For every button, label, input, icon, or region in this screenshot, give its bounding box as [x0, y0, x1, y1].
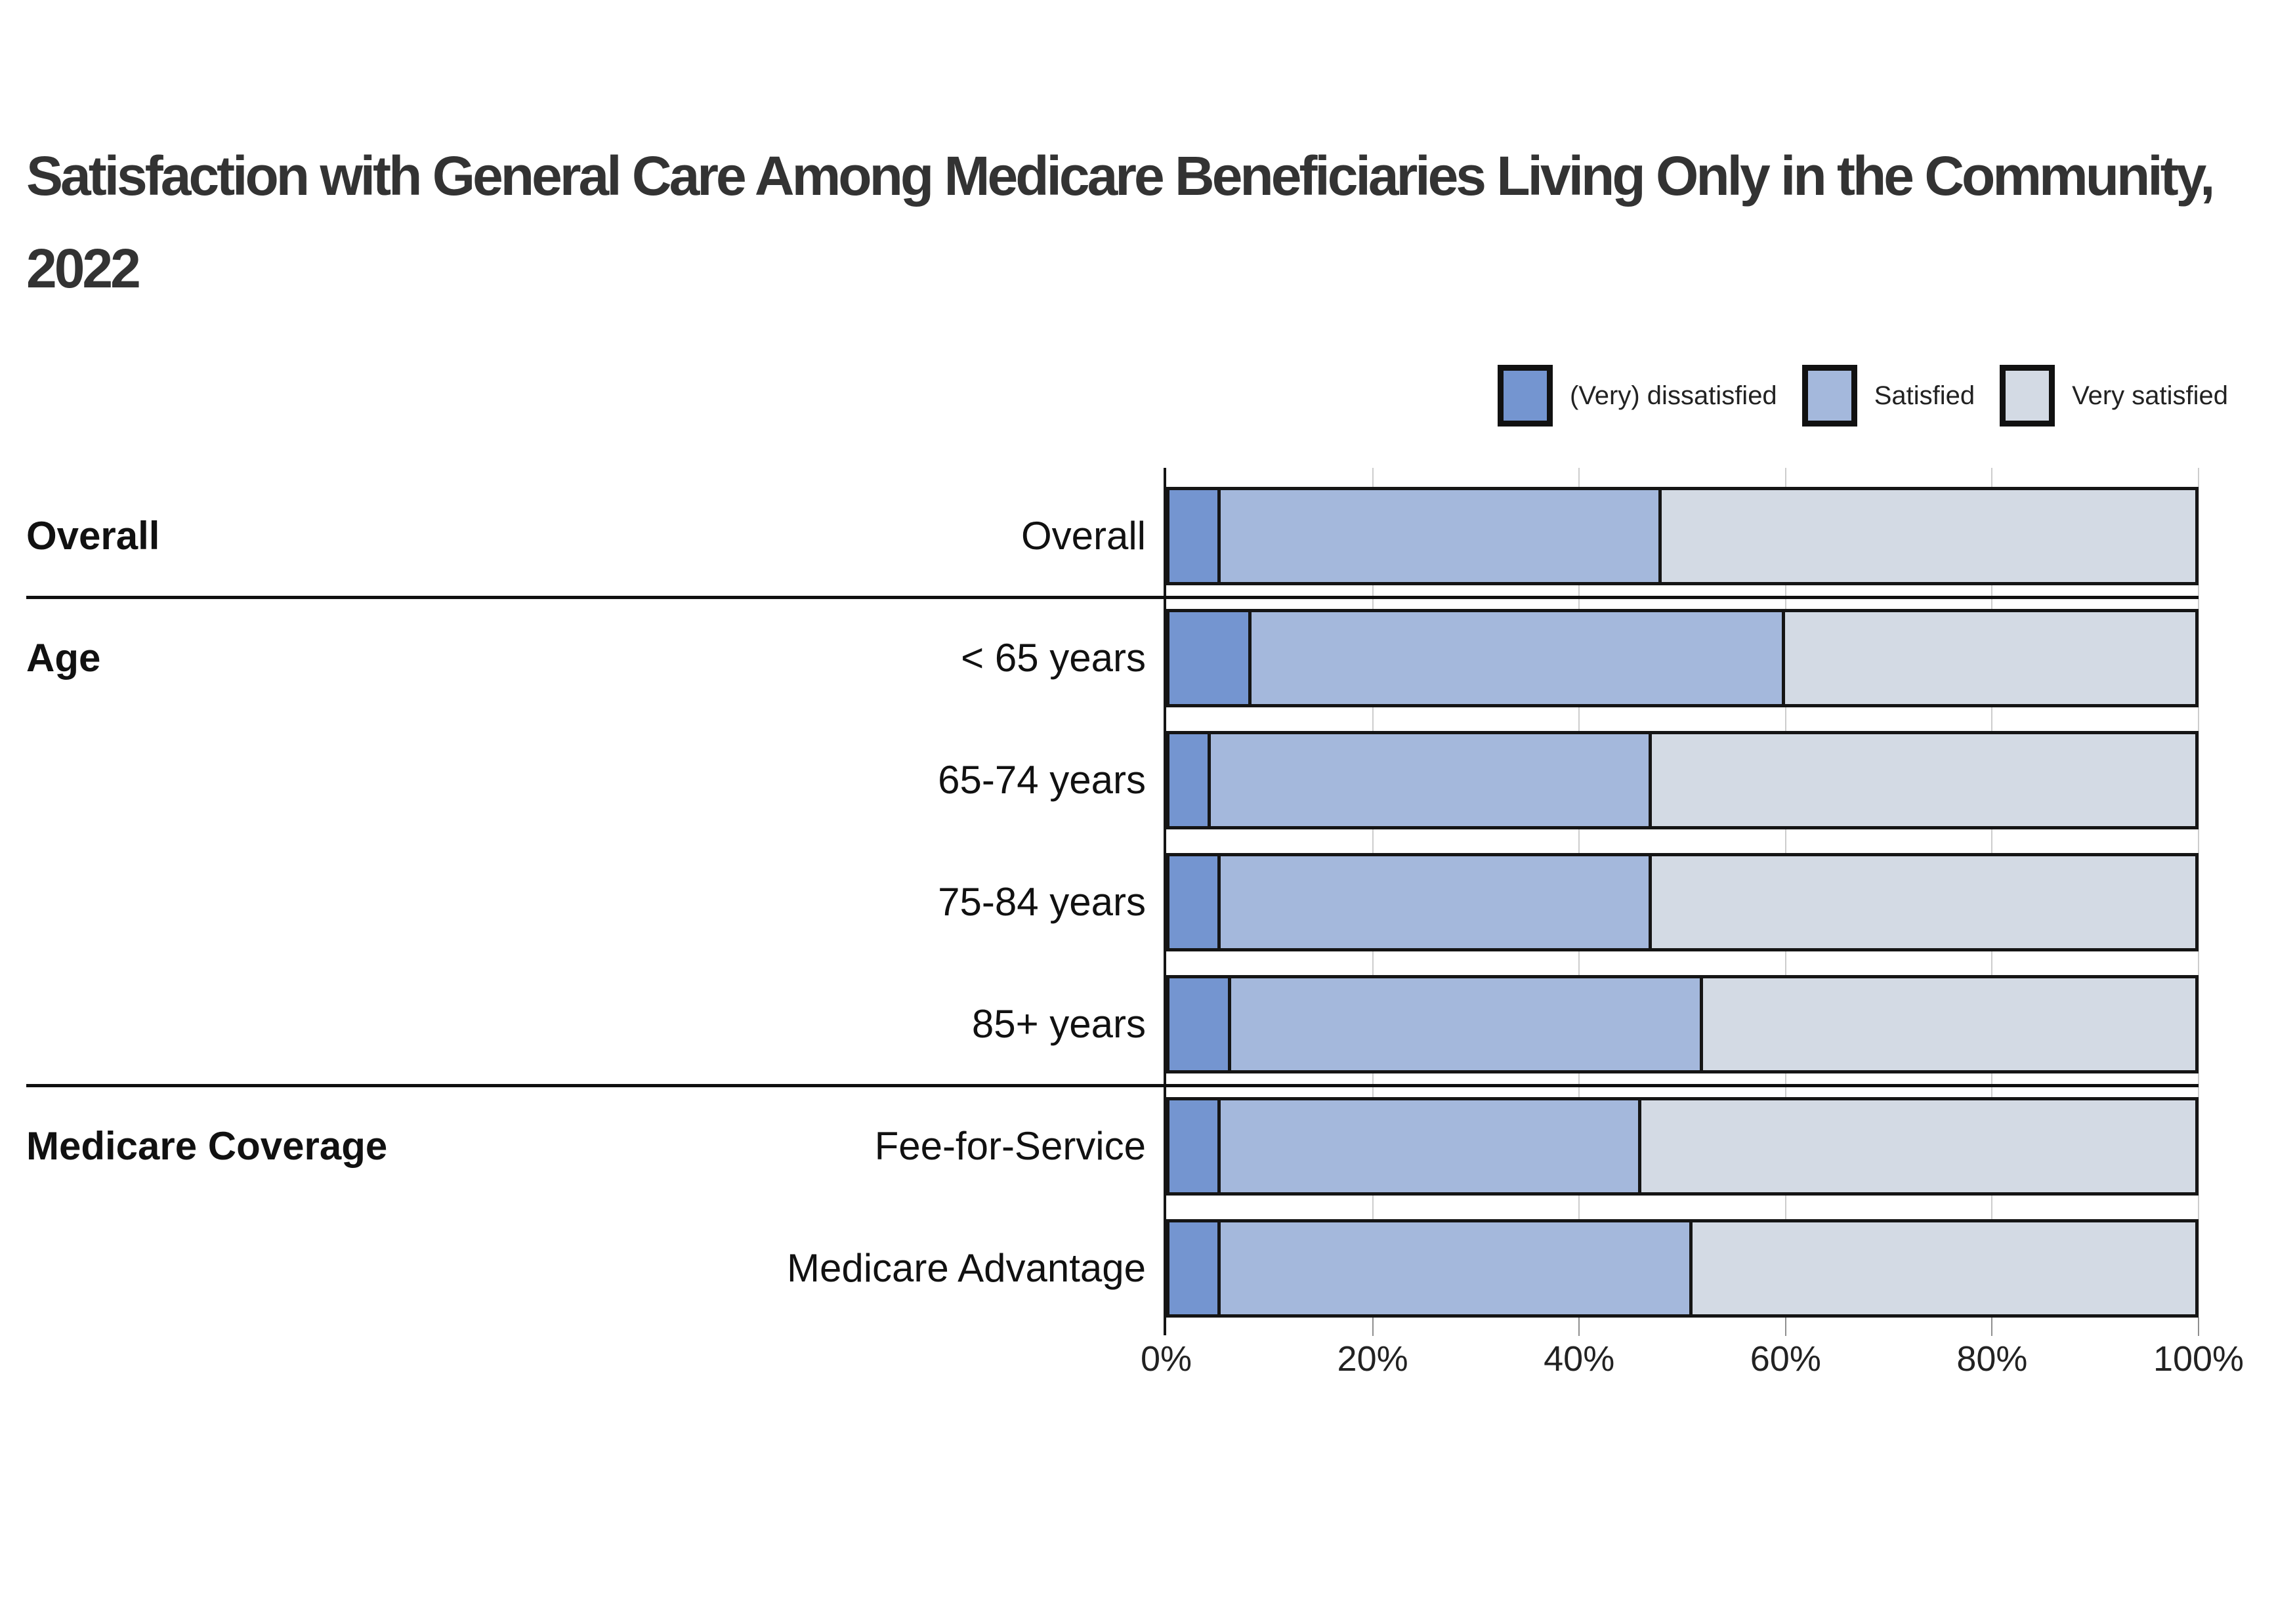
bar-segment-dissatisfied	[1169, 490, 1221, 582]
bar-row	[1166, 1097, 2199, 1196]
bar-segment-very-satisfied	[1784, 612, 2195, 704]
bar-row	[1166, 975, 2199, 1073]
x-tick-60	[1784, 1318, 1786, 1336]
row-label: 75-84 years	[938, 880, 1146, 924]
row-label: 85+ years	[971, 1002, 1146, 1046]
bar-segment-satisfied	[1210, 734, 1652, 826]
bar-segment-very-satisfied	[1651, 734, 2195, 826]
bar-segment-very-satisfied	[1693, 1222, 2195, 1314]
group-label: Medicare Coverage	[26, 1124, 388, 1168]
x-axis-label: 0%	[1140, 1339, 1192, 1379]
bar-segment-dissatisfied	[1169, 612, 1252, 704]
section-separator	[26, 596, 2199, 599]
legend-label-very-satisfied: Very satisfied	[2072, 381, 2228, 410]
row-label: Fee-for-Service	[874, 1124, 1146, 1168]
group-label: Overall	[26, 514, 160, 558]
bar-segment-satisfied	[1221, 490, 1662, 582]
x-axis-label: 40%	[1544, 1339, 1615, 1379]
x-axis-label: 60%	[1750, 1339, 1821, 1379]
bar-segment-very-satisfied	[1651, 856, 2195, 948]
x-axis-label: 80%	[1956, 1339, 2028, 1379]
row-label: 65-74 years	[938, 758, 1146, 802]
x-axis-label: 100%	[2153, 1339, 2244, 1379]
bar-segment-satisfied	[1221, 1100, 1641, 1192]
bar-segment-very-satisfied	[1641, 1100, 2195, 1192]
row-label: Overall	[1021, 514, 1146, 558]
section-separator	[26, 1084, 2199, 1087]
bar-segment-very-satisfied	[1702, 978, 2195, 1070]
legend-label-satisfied: Satisfied	[1874, 381, 1975, 410]
x-tick-80	[1991, 1318, 1993, 1336]
bar-segment-very-satisfied	[1662, 490, 2195, 582]
bar-segment-dissatisfied	[1169, 978, 1231, 1070]
bar-segment-dissatisfied	[1169, 1222, 1221, 1314]
bar-row	[1166, 487, 2199, 585]
bar-segment-dissatisfied	[1169, 1100, 1221, 1192]
bar-segment-dissatisfied	[1169, 734, 1211, 826]
bar-segment-satisfied	[1231, 978, 1703, 1070]
legend-swatch-satisfied	[1801, 365, 1857, 427]
legend: (Very) dissatisfied Satisfied Very satisfi…	[1498, 365, 2228, 427]
bar-segment-satisfied	[1221, 856, 1652, 948]
legend-item-very-satisfied: Very satisfied	[2000, 365, 2228, 427]
x-tick-100	[2198, 1318, 2199, 1336]
bar-row	[1166, 609, 2199, 707]
x-axis-label: 20%	[1337, 1339, 1408, 1379]
x-tick-20	[1372, 1318, 1374, 1336]
bar-segment-dissatisfied	[1169, 856, 1221, 948]
bar-row	[1166, 731, 2199, 829]
bar-segment-satisfied	[1252, 612, 1785, 704]
y-axis-line	[1164, 468, 1166, 1335]
legend-swatch-dissatisfied	[1498, 365, 1553, 427]
legend-label-dissatisfied: (Very) dissatisfied	[1570, 381, 1777, 410]
chart-title: Satisfaction with General Care Among Med…	[26, 145, 2215, 300]
group-label: Age	[26, 636, 101, 680]
legend-item-dissatisfied: (Very) dissatisfied	[1498, 365, 1777, 427]
legend-swatch-very-satisfied	[2000, 365, 2055, 427]
bar-row	[1166, 1219, 2199, 1318]
row-label: < 65 years	[961, 636, 1146, 680]
gridline-100	[2198, 468, 2199, 1318]
x-tick-40	[1578, 1318, 1580, 1336]
bar-segment-satisfied	[1221, 1222, 1693, 1314]
legend-item-satisfied: Satisfied	[1801, 365, 1975, 427]
row-label: Medicare Advantage	[786, 1246, 1146, 1290]
plot-area	[1166, 468, 2199, 1318]
bar-row	[1166, 853, 2199, 951]
